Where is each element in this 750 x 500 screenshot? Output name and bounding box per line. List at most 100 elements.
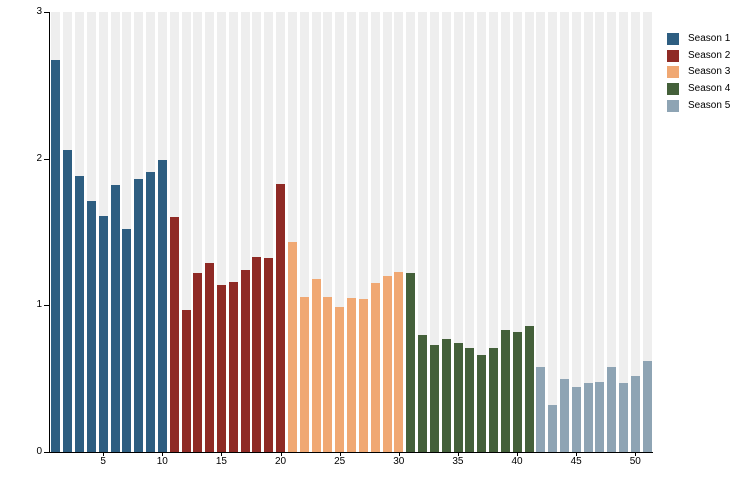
bar-slot — [50, 12, 62, 452]
background-stripe — [453, 12, 463, 452]
background-stripe — [477, 12, 487, 452]
bar-slot — [630, 12, 642, 452]
background-stripe — [323, 12, 333, 452]
x-tick-mark — [339, 453, 341, 456]
background-stripe — [583, 12, 593, 452]
legend-swatch-icon — [667, 49, 679, 62]
legend-swatch-icon — [667, 83, 679, 96]
x-tick-mark — [576, 453, 578, 456]
bar-slot — [133, 12, 145, 452]
legend-label: Season 5 — [688, 99, 731, 111]
bar-slot — [97, 12, 109, 452]
bar-slot — [417, 12, 429, 452]
bar-slot — [405, 12, 417, 452]
background-stripe — [216, 12, 226, 452]
bar-slot — [547, 12, 559, 452]
bar-season-1-x4 — [86, 201, 96, 452]
x-tick-label: 50 — [629, 456, 641, 467]
bar-season-2-x14 — [205, 262, 215, 452]
bar-slot — [523, 12, 535, 452]
bar-season-1-x3 — [75, 176, 85, 452]
bar-season-4-x35 — [453, 343, 463, 452]
bar-slot — [393, 12, 405, 452]
x-tick-35: 35 — [438, 452, 478, 468]
x-tick-label: 30 — [393, 456, 405, 467]
x-tick-label: 25 — [334, 456, 346, 467]
bar-season-2-x12 — [181, 309, 191, 452]
background-stripe — [524, 12, 534, 452]
bar-slot — [156, 12, 168, 452]
legend-item-season-3: Season 3 — [667, 64, 730, 81]
bar-season-1-x9 — [146, 171, 156, 452]
background-stripe — [489, 12, 499, 452]
bar-slot — [168, 12, 180, 452]
x-tick-mark — [457, 453, 459, 456]
bar-slot — [346, 12, 358, 452]
background-stripe — [418, 12, 428, 452]
y-tick-label: 2 — [36, 152, 42, 164]
x-tick-mark — [517, 453, 519, 456]
bar-season-5-x44 — [560, 378, 569, 452]
legend-label: Season 4 — [688, 83, 731, 95]
background-stripe — [406, 12, 416, 452]
bar-slot — [263, 12, 275, 452]
background-stripe — [358, 12, 368, 452]
bar-slot — [275, 12, 287, 452]
background-stripe — [394, 12, 404, 452]
bar-slot — [440, 12, 452, 452]
background-stripe — [299, 12, 309, 452]
bar-slot — [251, 12, 263, 452]
bar-slot — [381, 12, 393, 452]
bar-slot — [606, 12, 618, 452]
bar-slot — [511, 12, 523, 452]
bar-slot — [618, 12, 630, 452]
x-tick-mark — [280, 453, 282, 456]
background-stripe — [500, 12, 510, 452]
bar-season-4-x36 — [465, 347, 475, 452]
bar-season-4-x37 — [477, 355, 487, 452]
bar-slot — [85, 12, 97, 452]
background-stripe — [228, 12, 238, 452]
x-tick-10: 10 — [142, 452, 182, 468]
bar-slot — [204, 12, 216, 452]
bar-slot — [499, 12, 511, 452]
bar-season-4-x33 — [429, 344, 439, 452]
bar-season-5-x48 — [607, 366, 617, 452]
bar-season-3-x24 — [323, 296, 333, 452]
bar-slot — [74, 12, 86, 452]
bar-slot — [109, 12, 121, 452]
bar-season-3-x30 — [394, 271, 404, 452]
background-stripe — [642, 12, 652, 452]
bar-season-1-x8 — [134, 179, 144, 452]
x-tick-mark — [635, 453, 637, 456]
bar-slot — [369, 12, 381, 452]
background-stripe — [571, 12, 581, 452]
background-stripe — [607, 12, 617, 452]
bar-season-5-x46 — [583, 383, 593, 452]
bar-season-5-x43 — [548, 405, 558, 452]
bar-season-5-x42 — [536, 366, 546, 452]
background-stripe — [595, 12, 605, 452]
background-stripe — [287, 12, 297, 452]
background-stripe — [465, 12, 475, 452]
background-stripe — [205, 12, 215, 452]
bar-season-4-x32 — [418, 334, 428, 452]
bar-slot — [535, 12, 547, 452]
bar-season-2-x13 — [193, 273, 203, 452]
bar-slot — [62, 12, 74, 452]
background-stripe — [429, 12, 439, 452]
bar-season-2-x11 — [169, 217, 179, 452]
background-stripe — [252, 12, 262, 452]
x-tick-mark — [162, 453, 164, 456]
y-tick-mark — [44, 305, 49, 307]
y-tick-mark — [44, 12, 49, 13]
legend-item-season-1: Season 1 — [667, 31, 730, 48]
bar-season-3-x26 — [347, 298, 357, 452]
background-stripe — [548, 12, 558, 452]
bar-slot — [334, 12, 346, 452]
bar-season-5-x45 — [571, 387, 581, 452]
x-tick-mark — [221, 453, 223, 456]
bar-slot — [322, 12, 334, 452]
bar-season-5-x50 — [630, 375, 640, 452]
